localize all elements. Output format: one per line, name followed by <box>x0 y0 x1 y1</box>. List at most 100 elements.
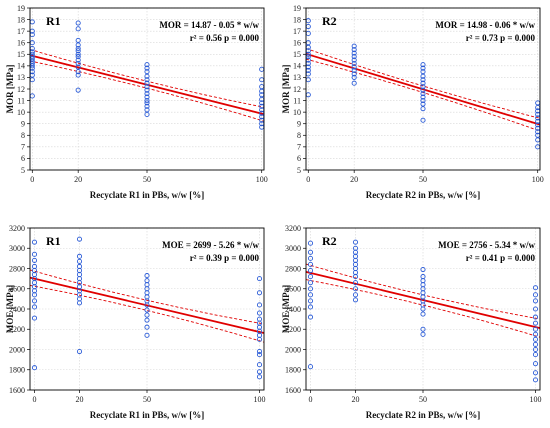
y-tick-label: 6 <box>297 154 301 163</box>
y-axis-label: MOR [MPa] <box>281 65 291 114</box>
data-point <box>420 65 426 71</box>
y-tick-label: 16 <box>17 39 25 48</box>
data-point <box>351 74 357 80</box>
data-point <box>532 326 539 332</box>
confidence-band-lower <box>29 284 265 343</box>
data-point <box>144 324 150 330</box>
data-point <box>75 60 81 67</box>
data-point <box>307 261 314 268</box>
x-tick-label: 100 <box>254 395 266 404</box>
data-point <box>307 304 314 310</box>
mor-r1-chart: 5 6 7 8 9 10 11 12 13 14 15 16 17 18 19 0 20 50 100 R1 MOR =… <box>5 4 268 200</box>
regression-line <box>29 276 265 334</box>
x-tick-label: 0 <box>309 395 313 404</box>
y-tick-label: 2000 <box>9 345 25 354</box>
confidence-band-upper <box>29 269 265 325</box>
data-point <box>31 298 38 304</box>
y-tick-label: 13 <box>293 73 301 82</box>
data-point <box>532 370 539 376</box>
data-point <box>532 336 539 342</box>
x-tick-label: 100 <box>530 395 542 404</box>
data-point <box>307 267 314 274</box>
data-point <box>532 377 539 383</box>
y-tick-label: 2400 <box>9 305 25 314</box>
data-point <box>144 77 150 83</box>
data-point <box>256 302 263 308</box>
data-point <box>75 45 81 52</box>
data-point <box>144 278 150 284</box>
regression-stats: r² = 0.73 p = 0.000 <box>466 33 536 43</box>
moe-r1-chart: 1600 1800 2000 2200 2400 2600 2800 3000 3200 0 20 5… <box>5 224 266 420</box>
data-point <box>352 239 359 245</box>
y-tick-label: 2800 <box>9 264 25 273</box>
data-point <box>31 315 38 321</box>
y-tick-label: 18 <box>293 15 301 24</box>
data-point <box>420 311 426 317</box>
regression-stats: r² = 0.41 p = 0.000 <box>466 253 536 263</box>
data-point <box>420 91 426 97</box>
data-point <box>256 369 263 375</box>
data-point <box>144 312 150 318</box>
y-tick-label: 17 <box>17 27 25 36</box>
regression-equation: MOE = 2756 - 5.34 * w/w <box>438 240 535 250</box>
data-point <box>351 57 357 63</box>
data-point <box>256 362 263 368</box>
data-point <box>144 273 150 279</box>
data-point <box>351 64 357 70</box>
data-point <box>144 98 150 104</box>
x-tick-label: 50 <box>419 395 427 404</box>
data-point <box>76 348 83 355</box>
y-tick-label: 19 <box>293 4 301 13</box>
data-point <box>144 84 150 90</box>
y-axis-label: MOE [MPa] <box>281 285 291 333</box>
data-point <box>144 317 150 323</box>
data-point <box>144 107 150 113</box>
data-point <box>352 286 359 292</box>
data-point <box>420 87 426 93</box>
data-point <box>532 306 539 312</box>
data-point <box>532 361 539 367</box>
x-tick-label: 100 <box>256 175 268 184</box>
y-tick-label: 3200 <box>285 224 301 233</box>
y-tick-label: 11 <box>17 96 25 105</box>
data-point <box>420 117 426 123</box>
data-point <box>144 69 150 75</box>
regression-stats: r² = 0.39 p = 0.000 <box>190 253 260 263</box>
y-tick-label: 16 <box>293 39 301 48</box>
mor-r2-chart: 5 6 7 8 9 10 11 12 13 14 15 16 17 18 19 0 20 50 100 R2 MOR =… <box>281 4 544 200</box>
y-axis-label: MOE [MPa] <box>5 285 15 333</box>
x-tick-label: 0 <box>306 175 310 184</box>
data-point <box>420 62 426 68</box>
data-point <box>307 249 314 255</box>
data-point <box>75 26 81 32</box>
data-point <box>420 98 426 104</box>
data-point <box>144 91 150 97</box>
data-point <box>76 236 83 242</box>
plot-frame <box>305 227 541 391</box>
x-tick-label: 20 <box>74 175 82 184</box>
y-tick-label: 1600 <box>285 386 301 395</box>
data-point <box>532 341 539 347</box>
x-tick-label: 20 <box>350 175 358 184</box>
data-point <box>532 298 539 304</box>
y-tick-label: 2800 <box>285 264 301 273</box>
data-point <box>31 257 38 263</box>
data-point <box>75 51 81 57</box>
data-point <box>532 292 539 298</box>
y-tick-label: 15 <box>17 50 25 59</box>
data-point <box>144 65 150 71</box>
data-point <box>420 69 426 75</box>
data-point <box>352 297 359 303</box>
data-point <box>75 48 81 54</box>
y-tick-label: 2600 <box>9 285 25 294</box>
y-tick-label: 2200 <box>9 325 25 334</box>
y-tick-label: 11 <box>293 96 301 105</box>
y-tick-label: 2000 <box>285 345 301 354</box>
y-tick-label: 8 <box>297 131 301 140</box>
x-tick-label: 50 <box>143 395 151 404</box>
regression-equation: MOR = 14.87 - 0.05 * w/w <box>159 20 259 30</box>
x-tick-label: 50 <box>419 175 427 184</box>
plot-frame <box>29 7 265 171</box>
data-point <box>31 251 38 257</box>
data-point <box>31 304 38 310</box>
